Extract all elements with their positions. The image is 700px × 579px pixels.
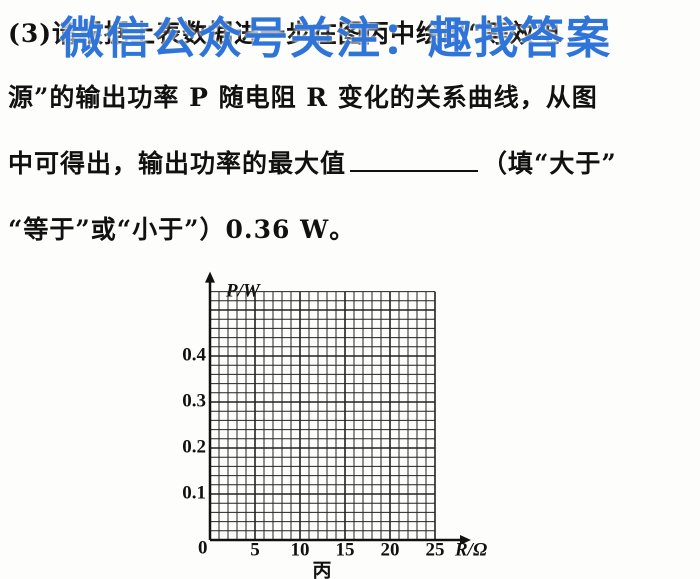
origin-label: 0 (198, 537, 208, 558)
answer-blank (350, 148, 479, 172)
y-axis-label: P/W (225, 280, 261, 301)
x-arrow (460, 535, 471, 545)
question-line: 中可得出，输出功率的最大值 （填“大于” (8, 144, 617, 180)
question-line: (3)请根据上表数据进一步在图丙中绘出“等效电 (8, 19, 562, 48)
x-tick-label: 20 (381, 539, 400, 560)
question-text: （填“大于” (482, 149, 617, 178)
x-axis-label: R/Ω (454, 539, 487, 560)
question-text: 中可得出，输出功率的最大值 (8, 149, 347, 178)
y-tick-label: 0.1 (182, 482, 206, 503)
question-line: 源”的输出功率 P 随电阻 R 变化的关系曲线，从图 (8, 83, 598, 112)
figure: P/W R/Ω 0 丙 0.1 0.2 0.3 0.4 5 10 15 20 25 (182, 271, 487, 579)
x-tick-label: 5 (250, 539, 260, 560)
y-tick-label: 0.2 (182, 436, 206, 457)
figure-caption: 丙 (312, 560, 331, 579)
x-tick-label: 15 (336, 539, 355, 560)
y-tick-label: 0.3 (182, 390, 206, 411)
watermark: 微信公众号关注：趣找答案 (60, 13, 612, 64)
question-line: “等于”或“小于”）0.36 W。 (8, 215, 356, 244)
x-tick-label: 10 (291, 539, 310, 560)
y-tick-label: 0.4 (182, 344, 206, 365)
y-arrow (205, 271, 215, 283)
x-tick-label: 25 (426, 539, 445, 560)
